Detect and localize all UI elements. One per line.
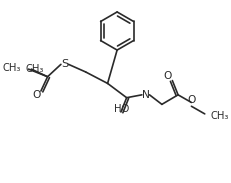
Text: O: O <box>163 71 172 81</box>
Text: O: O <box>32 90 40 100</box>
Text: N: N <box>142 90 150 100</box>
Text: CH₃: CH₃ <box>210 111 229 121</box>
Text: HO: HO <box>114 104 130 114</box>
Text: S: S <box>61 59 68 69</box>
Text: O: O <box>187 95 196 105</box>
Text: CH₃: CH₃ <box>3 63 21 73</box>
Text: CH₃: CH₃ <box>26 64 44 74</box>
